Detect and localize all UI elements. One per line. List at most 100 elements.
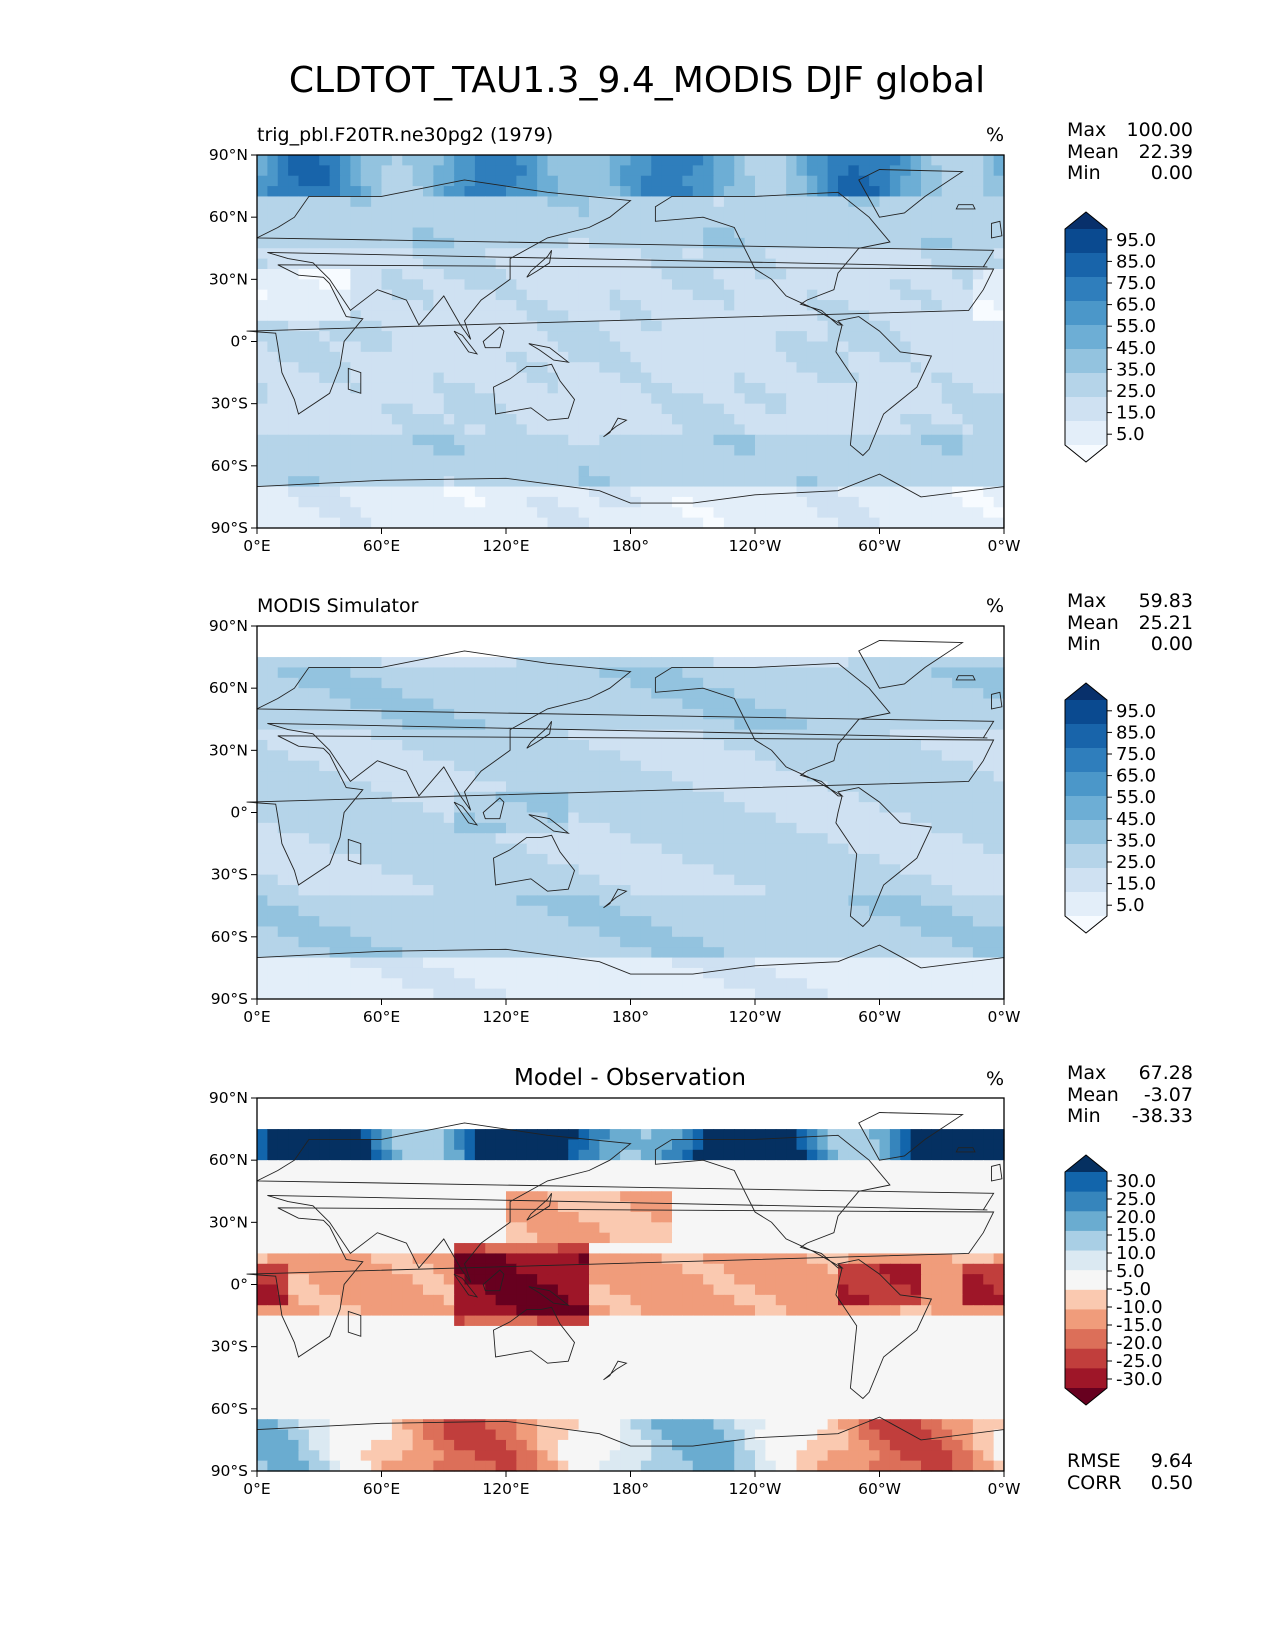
map-cell	[557, 465, 569, 477]
map-cell	[703, 626, 715, 637]
map-cell	[838, 916, 849, 928]
map-cell	[609, 916, 621, 928]
map-cell	[464, 791, 476, 803]
map-cell	[786, 636, 798, 648]
map-cell	[703, 300, 715, 312]
map-cell	[910, 729, 922, 741]
map-cell	[547, 874, 559, 886]
map-cell	[257, 217, 268, 229]
map-cell	[443, 237, 455, 249]
map-cell	[941, 465, 953, 477]
map-cell	[838, 382, 849, 394]
map-cell	[682, 258, 694, 270]
map-cell	[796, 217, 808, 229]
map-cell	[972, 186, 984, 198]
map-cell	[848, 496, 860, 508]
map-cell	[993, 657, 1005, 669]
map-cell	[879, 351, 891, 363]
map-cell	[308, 165, 320, 177]
map-cell	[402, 729, 414, 741]
map-cell	[775, 677, 787, 689]
map-cell	[578, 507, 590, 519]
map-cell	[692, 812, 704, 824]
map-cell	[371, 300, 383, 312]
map-cell	[806, 258, 818, 270]
map-cell	[506, 791, 517, 803]
map-cell	[692, 445, 704, 457]
map-cell	[640, 936, 652, 948]
map-cell	[723, 864, 735, 876]
map-cell	[734, 372, 746, 384]
map-cell	[298, 165, 310, 177]
map-cell	[609, 382, 621, 394]
map-cell	[910, 237, 922, 249]
map-cell	[257, 455, 268, 467]
map-cell	[609, 268, 621, 280]
map-cell	[578, 864, 590, 876]
map-cell	[796, 465, 808, 477]
map-cell	[796, 186, 808, 198]
map-cell	[485, 165, 497, 177]
map-cell	[371, 248, 383, 260]
map-cell	[900, 196, 912, 208]
map-cell	[485, 227, 497, 239]
map-cell	[869, 936, 881, 948]
map-cell	[412, 812, 424, 824]
map-cell	[340, 874, 351, 886]
map-cell	[682, 802, 694, 814]
map-cell	[962, 760, 974, 772]
map-cell	[391, 833, 403, 845]
map-cell	[599, 812, 611, 824]
map-cell	[308, 206, 320, 218]
map-cell	[288, 802, 300, 814]
map-cell	[277, 486, 289, 498]
map-cell	[744, 351, 756, 363]
map-cell	[423, 227, 434, 239]
map-cell	[371, 760, 383, 772]
map-cell	[806, 926, 818, 938]
map-cell	[526, 341, 538, 353]
map-cell	[391, 362, 403, 374]
map-cell	[734, 719, 746, 731]
map-cell	[734, 217, 746, 229]
map-cell	[765, 517, 777, 529]
map-cell	[921, 936, 932, 948]
map-cell	[433, 155, 445, 166]
map-cell	[350, 455, 362, 467]
map-cell	[672, 885, 683, 896]
map-cell	[755, 320, 766, 332]
map-cell	[848, 445, 860, 457]
map-cell	[537, 771, 549, 783]
map-cell	[423, 507, 434, 519]
map-cell	[879, 341, 891, 353]
map-cell	[848, 677, 860, 689]
map-cell	[620, 802, 632, 814]
map-cell	[464, 414, 476, 425]
map-cell	[723, 708, 735, 720]
map-cell	[651, 155, 663, 166]
map-cell	[786, 812, 798, 824]
map-cell	[931, 750, 943, 762]
map-cell	[817, 688, 829, 700]
map-cell	[423, 517, 434, 529]
map-cell	[630, 393, 642, 405]
map-cell	[599, 186, 611, 198]
map-cell	[848, 351, 860, 363]
map-cell	[755, 698, 766, 710]
map-cell	[765, 926, 777, 938]
map-cell	[308, 822, 320, 834]
map-cell	[423, 206, 434, 218]
map-cell	[443, 310, 455, 322]
map-cell	[474, 258, 486, 270]
map-cell	[412, 237, 424, 249]
map-cell	[889, 936, 901, 948]
map-cell	[640, 310, 652, 322]
map-cell	[672, 843, 683, 855]
map-cell	[412, 165, 424, 177]
map-cell	[578, 217, 590, 229]
map-cell	[412, 424, 424, 436]
map-cell	[755, 895, 766, 907]
map-cell	[402, 936, 414, 948]
map-cell	[869, 947, 881, 959]
map-cell	[526, 362, 538, 374]
